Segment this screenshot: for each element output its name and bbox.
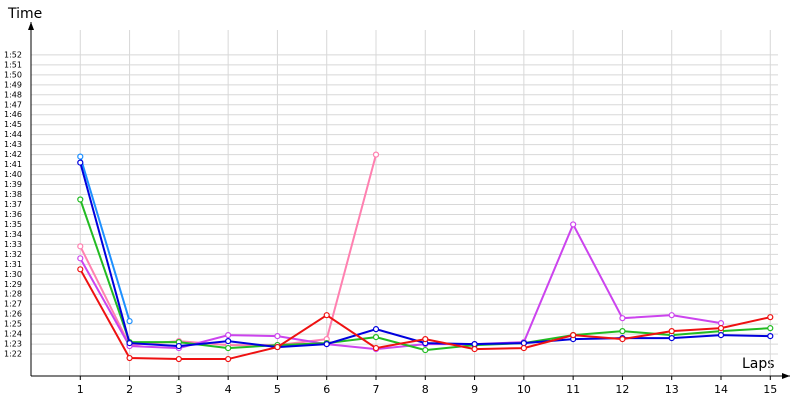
- point: [422, 346, 429, 354]
- y-tick-label: 1:24: [4, 330, 22, 339]
- y-tick-label: 1:34: [4, 230, 22, 239]
- x-tick-label: 6: [323, 383, 330, 396]
- x-tick-label: 9: [471, 383, 478, 396]
- y-tick-label: 1:32: [4, 250, 22, 259]
- x-axis-arrow: [782, 373, 790, 379]
- y-tick-label: 1:43: [4, 140, 22, 149]
- y-tick-label: 1:28: [4, 290, 22, 299]
- point: [767, 314, 774, 321]
- point: [767, 325, 774, 332]
- y-tick-label: 1:47: [4, 100, 22, 109]
- point: [225, 332, 232, 339]
- point: [717, 325, 725, 332]
- x-axis-label: Laps: [742, 356, 775, 372]
- point: [471, 345, 478, 353]
- y-tick-label: 1:39: [4, 180, 22, 189]
- point: [668, 312, 675, 319]
- point: [77, 255, 84, 262]
- point: [225, 344, 232, 352]
- point: [619, 328, 626, 335]
- y-tick-label: 1:44: [4, 130, 22, 139]
- point: [175, 342, 182, 350]
- point: [77, 159, 84, 166]
- y-tick-label: 1:33: [4, 240, 22, 249]
- point: [175, 355, 182, 363]
- point: [77, 243, 84, 250]
- y-tick-label: 1:52: [4, 50, 22, 59]
- point: [323, 340, 330, 348]
- y-tick-label: 1:46: [4, 110, 22, 119]
- x-tick-label: 2: [126, 383, 133, 396]
- y-tick-label: 1:23: [4, 340, 22, 349]
- x-tick-label: 4: [225, 383, 232, 396]
- y-axis-arrow: [28, 22, 34, 30]
- y-tick-label: 1:42: [4, 150, 22, 159]
- point: [520, 339, 527, 347]
- x-tick-label: 1: [77, 383, 84, 396]
- point: [717, 332, 725, 339]
- point: [668, 328, 675, 335]
- y-tick-label: 1:29: [4, 280, 22, 289]
- point: [274, 343, 281, 351]
- point: [77, 153, 84, 160]
- point: [225, 355, 232, 363]
- y-tick-label: 1:36: [4, 210, 22, 219]
- y-tick-label: 1:30: [4, 270, 22, 279]
- point: [668, 335, 675, 342]
- point: [77, 196, 84, 203]
- y-tick-label: 1:45: [4, 120, 22, 129]
- y-tick-label: 1:50: [4, 70, 22, 79]
- x-tick-label: 5: [274, 383, 281, 396]
- x-tick-label: 8: [422, 383, 429, 396]
- x-tick-label: 15: [763, 383, 777, 396]
- x-tick-label: 7: [373, 383, 380, 396]
- y-tick-label: 1:49: [4, 80, 22, 89]
- point: [570, 332, 577, 339]
- y-tick-label: 1:40: [4, 170, 22, 179]
- point: [126, 339, 133, 347]
- y-tick-label: 1:27: [4, 300, 22, 309]
- y-tick-label: 1:35: [4, 220, 22, 229]
- y-tick-label: 1:48: [4, 90, 22, 99]
- point: [225, 337, 232, 345]
- point: [372, 344, 380, 352]
- point: [570, 221, 577, 228]
- point: [126, 318, 133, 325]
- point: [619, 315, 626, 322]
- point: [274, 333, 281, 340]
- x-tick-label: 14: [714, 383, 728, 396]
- y-tick-label: 1:22: [4, 350, 22, 359]
- x-tick-label: 3: [175, 383, 182, 396]
- point: [619, 336, 626, 343]
- y-tick-label: 1:37: [4, 200, 22, 209]
- point: [372, 151, 380, 158]
- x-tick-label: 12: [615, 383, 629, 396]
- x-tick-label: 10: [517, 383, 531, 396]
- point: [77, 266, 84, 273]
- y-tick-label: 1:51: [4, 60, 22, 69]
- point: [372, 326, 380, 333]
- point: [717, 320, 725, 327]
- point: [422, 336, 429, 343]
- y-tick-label: 1:31: [4, 260, 22, 269]
- y-tick-label: 1:38: [4, 190, 22, 199]
- point: [767, 333, 774, 340]
- point: [520, 344, 527, 352]
- y-tick-label: 1:41: [4, 160, 22, 169]
- y-tick-label: 1:26: [4, 310, 22, 319]
- x-tick-label: 13: [665, 383, 679, 396]
- x-tick-label: 11: [566, 383, 580, 396]
- y-axis-label: Time: [7, 6, 42, 22]
- point: [471, 340, 478, 348]
- series-line: [79, 156, 131, 322]
- point: [372, 334, 380, 341]
- y-tick-label: 1:25: [4, 320, 22, 329]
- point: [126, 354, 133, 362]
- point: [323, 312, 330, 319]
